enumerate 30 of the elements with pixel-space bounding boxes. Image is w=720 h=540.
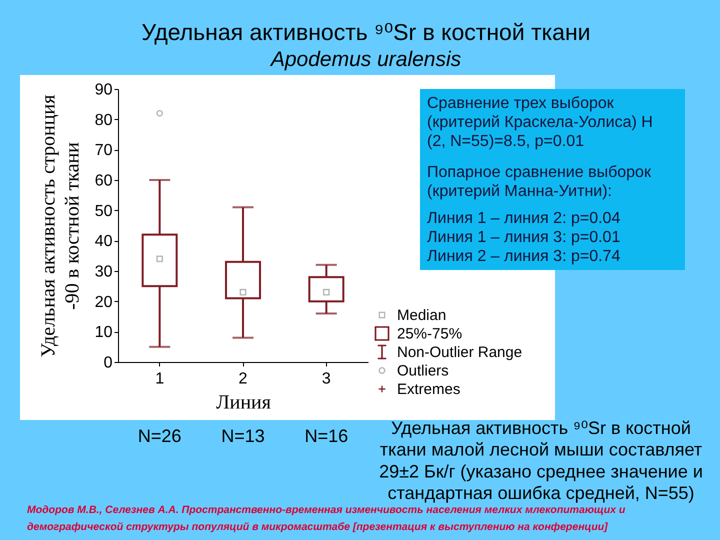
text: Модоров М.В., Селезнев А.А. Пространственно-временная изменчивость населения мелких млекопитающих и демографической структуры популяций в микромасштабе [презентация к выступлению на конференции]	[27, 504, 626, 533]
text: N=16	[304, 426, 348, 446]
y-tick-label: 80	[94, 112, 113, 129]
text: Non-Outlier Range	[397, 344, 522, 361]
chart-subtitle: Apodemus uralensis	[268, 48, 462, 71]
text: Линия 1 – линия 2: p=0.04 Линия 1 – линия 3: p=0.01 Линия 2 – линия 3: p=0.74	[427, 210, 620, 265]
y-tick-label: 10	[94, 324, 113, 342]
text: Удельная активность ⁹⁰Sr в костной ткани малой лесной мыши составляет 29±2 Бк/г (указано среднее значение и стандартная ошибка средней, N=55)	[379, 418, 703, 504]
x-tick-label: 2	[238, 370, 248, 388]
text: Median	[397, 307, 446, 324]
y-tick-label: 60	[94, 172, 113, 190]
x-tick-label: 3	[322, 370, 331, 388]
text: Попарное сравнение выборок (критерий Манна-Уитни):	[427, 164, 652, 200]
y-tick-label: 40	[94, 233, 113, 250]
text: Сравнение трех выборок (критерий Краскела-Уолиса) H (2, N=55)=8.5, p=0.01	[427, 95, 653, 150]
x-tick-label: 1	[155, 370, 164, 388]
y-axis-title: Удельная активность стронция -90 в костной ткани	[38, 94, 84, 358]
y-tick-label: 20	[94, 294, 113, 311]
text: 25%-75%	[397, 326, 462, 342]
x-axis-title: Линия	[216, 392, 271, 414]
text: N=26	[138, 426, 182, 446]
y-tick-label: 90	[94, 82, 113, 98]
y-tick-label: 70	[94, 142, 113, 160]
y-tick-label: 0	[104, 354, 113, 372]
chart-title: Удельная активность ⁹⁰Sr в костной ткани	[141, 19, 591, 45]
text: N=13	[221, 426, 265, 446]
text: Extremes	[397, 381, 460, 398]
text: Outliers	[397, 362, 449, 380]
y-tick-label: 30	[94, 264, 113, 280]
y-tick-label: 50	[94, 202, 113, 220]
